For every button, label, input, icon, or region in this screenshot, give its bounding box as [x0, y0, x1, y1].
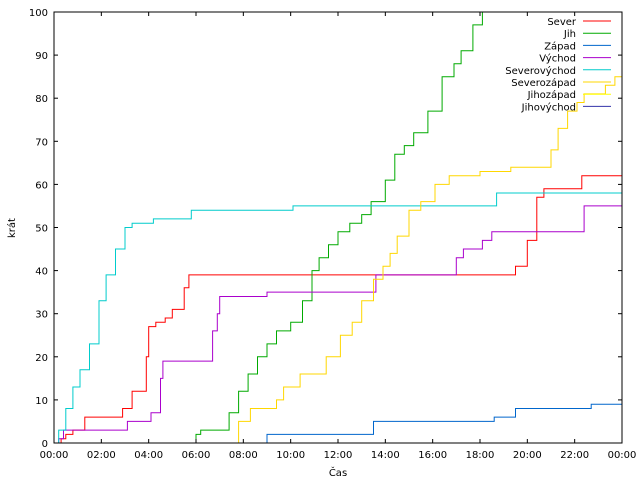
- legend: SeverJihZápadVýchodSeverovýchodSeverozáp…: [505, 17, 611, 113]
- series-line-5: [54, 192, 622, 444]
- y-axis-label: krát: [6, 218, 18, 238]
- series-line-4: [54, 205, 622, 444]
- x-tick-label: 14:00: [371, 450, 400, 461]
- y-tick-label: 40: [35, 267, 48, 278]
- series-line-6: [54, 63, 623, 444]
- y-axis: 0 10 20 30 40 50 60 70 80 90 100: [29, 8, 622, 450]
- x-tick-label: 04:00: [134, 450, 163, 461]
- x-tick-label: 20:00: [513, 450, 542, 461]
- legend-label: Jih: [563, 29, 576, 40]
- series-line-1: [54, 175, 622, 444]
- legend-label: Severozápad: [511, 77, 576, 89]
- series-line-2: [54, 11, 622, 444]
- x-tick-label: 10:00: [276, 450, 305, 461]
- y-tick-label: 10: [35, 396, 48, 407]
- y-tick-label: 0: [42, 439, 48, 450]
- y-tick-label: 20: [35, 353, 48, 364]
- legend-label: Jihovýchod: [521, 101, 576, 113]
- y-tick-label: 50: [35, 224, 48, 235]
- y-tick-label: 100: [29, 8, 48, 19]
- x-tick-label: 00:00: [608, 450, 637, 461]
- y-tick-label: 90: [35, 51, 48, 62]
- x-tick-label: 06:00: [182, 450, 211, 461]
- legend-label: Sever: [547, 17, 577, 28]
- legend-label: Východ: [539, 53, 576, 65]
- x-tick-label: 00:00: [40, 450, 69, 461]
- x-tick-label: 16:00: [418, 450, 447, 461]
- legend-label: Jihozápad: [527, 89, 576, 101]
- legend-label: Severovýchod: [505, 65, 576, 77]
- x-tick-label: 12:00: [324, 450, 353, 461]
- x-tick-label: 22:00: [560, 450, 589, 461]
- x-tick-label: 18:00: [466, 450, 495, 461]
- series-line-3: [54, 403, 622, 444]
- y-tick-label: 70: [35, 137, 48, 148]
- y-tick-label: 80: [35, 94, 48, 105]
- x-tick-label: 08:00: [229, 450, 258, 461]
- x-tick-label: 02:00: [87, 450, 116, 461]
- legend-label: Západ: [544, 40, 576, 52]
- x-axis-label: Čas: [329, 466, 347, 479]
- y-tick-label: 60: [35, 180, 48, 191]
- plot-lines: [54, 11, 623, 444]
- x-axis: 00:00 02:00 04:00 06:00 08:00 10:00 12:00 14:00…: [40, 12, 637, 461]
- y-tick-label: 30: [35, 310, 48, 321]
